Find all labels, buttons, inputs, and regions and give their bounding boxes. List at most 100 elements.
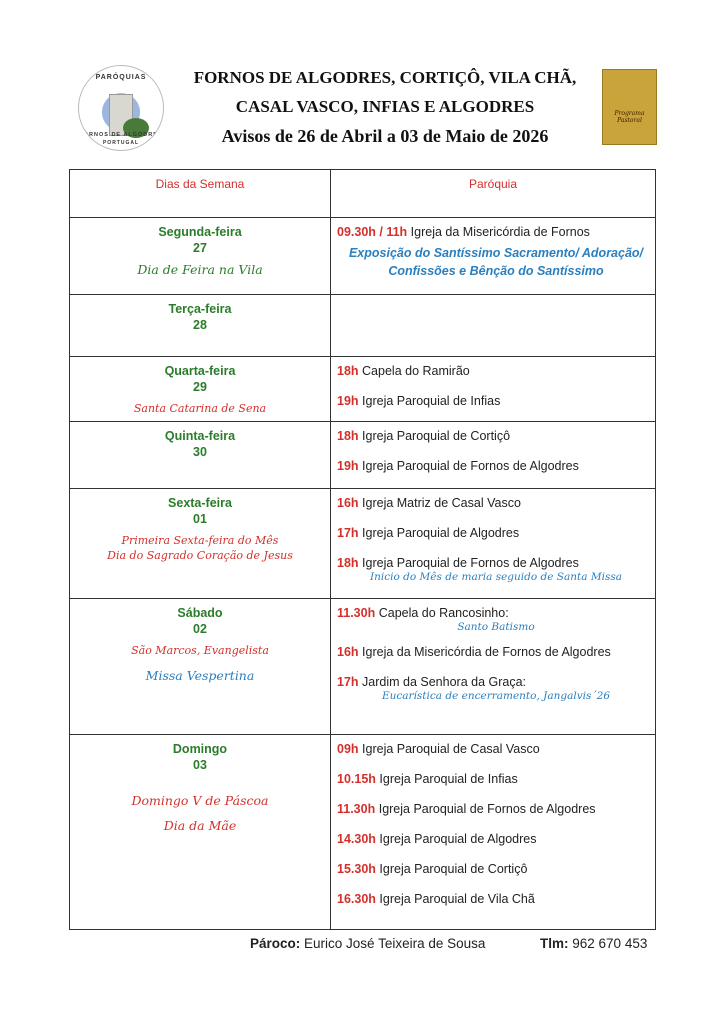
day-cell: Quinta-feira 30	[69, 421, 331, 489]
day-name: Segunda-feira	[158, 225, 242, 239]
priest-label: Pároco:	[250, 936, 301, 951]
schedule-entry: 16h Igreja da Misericórdia de Fornos de …	[337, 644, 655, 660]
entry-place: Igreja Paroquial de Fornos de Algodres	[378, 802, 596, 816]
schedule-entry: 18h Capela do Ramirão	[337, 363, 655, 379]
schedule-entry: 10.15h Igreja Paroquial de Infias	[337, 771, 655, 787]
schedule-entry: 09h Igreja Paroquial de Casal Vasco	[337, 741, 655, 757]
table-header-row: Dias da Semana Paróquia	[69, 169, 656, 218]
day-note: Missa Vespertina	[145, 668, 255, 683]
column-header-parish: Paróquia	[330, 169, 656, 218]
entry-place: Jardim da Senhora da Graça:	[362, 675, 527, 689]
parish-cell	[330, 294, 656, 357]
schedule-entry: 09.30h / 11h Igreja da Misericórdia de F…	[337, 224, 655, 240]
table-row: Quinta-feira 30 18h Igreja Paroquial de Co…	[69, 421, 656, 489]
entry-time: 17h	[337, 675, 359, 689]
title-line-3: Avisos de 26 de Abril a 03 de Maio de 20…	[221, 126, 549, 146]
day-note: Dia do Sagrado Coração de Jesus	[107, 549, 293, 562]
entry-place: Igreja Paroquial de Cortiçô	[379, 862, 528, 876]
entry-place: Igreja Paroquial de Casal Vasco	[362, 742, 540, 756]
tree-image	[123, 118, 149, 138]
entry-time: 10.15h	[337, 772, 376, 786]
parish-cell: 11.30h Capela do Rancosinho: Santo Batism…	[330, 598, 656, 735]
table-row: Sábado 02 São Marcos, Evangelista Missa Ves…	[69, 598, 656, 735]
entry-place: Igreja Paroquial de Cortiçô	[362, 429, 511, 443]
day-name: Quarta-feira	[164, 364, 236, 378]
day-number: 03	[193, 758, 207, 772]
entry-place: Igreja Paroquial de Fornos de Algodres	[362, 459, 579, 473]
entry-note: Eucarística de encerramento, Jangalvis´2…	[381, 690, 611, 702]
schedule-entry: 11.30h Capela do Rancosinho:	[337, 605, 655, 621]
day-cell: Terça-feira 28	[69, 294, 331, 357]
day-note: Primeira Sexta-feira do Mês	[121, 534, 279, 547]
day-number: 01	[193, 512, 207, 526]
table-row: Domingo 03 Domingo V de Páscoa Dia da Mãe 09…	[69, 734, 656, 930]
entry-place: Igreja da Misericórdia de Fornos de Algo…	[362, 645, 611, 659]
day-number: 02	[193, 622, 207, 636]
parish-cell: 18h Capela do Ramirão 19h Igreja Paroquia…	[330, 356, 656, 422]
day-name: Sábado	[177, 606, 223, 620]
entry-time: 18h	[337, 364, 359, 378]
entry-time: 11.30h	[337, 606, 376, 620]
phone-info: Tlm: 962 670 453	[540, 936, 647, 951]
logo-bottom-text: FORNOS DE ALGODRES	[79, 132, 163, 138]
entry-time: 11.30h	[337, 802, 376, 816]
parish-cell: 09.30h / 11h Igreja da Misericórdia de F…	[330, 217, 656, 295]
logo-country-text: PORTUGAL	[102, 140, 140, 146]
schedule-entry: 16h Igreja Matriz de Casal Vasco	[337, 495, 655, 511]
day-number: 30	[193, 445, 207, 459]
entry-place: Igreja Paroquial de Algodres	[362, 526, 520, 540]
day-note: Dia de Feira na Vila	[137, 262, 263, 277]
priest-info: Pároco: Eurico José Teixeira de Sousa	[250, 936, 485, 951]
schedule-entry: 17h Igreja Paroquial de Algodres	[337, 525, 655, 541]
entry-time: 19h	[337, 394, 359, 408]
day-note: São Marcos, Evangelista	[131, 644, 269, 657]
entry-note: Exposição do Santíssimo Sacramento/ Ador…	[348, 246, 644, 278]
entry-time: 14.30h	[337, 832, 376, 846]
pastoral-program-logo: Programa Pastoral	[602, 69, 657, 145]
table-row: Segunda-feira 27 Dia de Feira na Vila 09.30…	[69, 217, 656, 295]
entry-place: Igreja Paroquial de Infias	[362, 394, 501, 408]
day-cell: Sexta-feira 01 Primeira Sexta-feira do Mês…	[69, 488, 331, 599]
priest-name: Eurico José Teixeira de Sousa	[304, 936, 486, 951]
schedule-entry: 14.30h Igreja Paroquial de Algodres	[337, 831, 655, 847]
day-note: Santa Catarina de Sena	[133, 402, 267, 415]
entry-time: 16.30h	[337, 892, 376, 906]
entry-place: Igreja Paroquial de Fornos de Algodres	[362, 556, 579, 570]
entry-note: Santo Batismo	[457, 621, 535, 633]
schedule-table: Dias da Semana Paróquia Segunda-feira 27 D…	[69, 169, 656, 930]
entry-time: 19h	[337, 459, 359, 473]
day-number: 27	[193, 241, 207, 255]
entry-place: Igreja Matriz de Casal Vasco	[362, 496, 521, 510]
parish-logo: PARÓQUIAS FORNOS DE ALGODRES PORTUGAL	[78, 65, 164, 151]
entry-time: 18h	[337, 429, 359, 443]
day-note: Domingo V de Páscoa	[131, 793, 269, 808]
entry-time: 09.30h / 11h	[337, 225, 408, 239]
table-row: Terça-feira 28	[69, 294, 656, 357]
schedule-entry: 18h Igreja Paroquial de Fornos de Algodr…	[337, 555, 655, 571]
day-cell: Domingo 03 Domingo V de Páscoa Dia da Mãe	[69, 734, 331, 930]
entry-place: Igreja Paroquial de Vila Chã	[379, 892, 535, 906]
entry-place: Capela do Ramirão	[362, 364, 470, 378]
entry-place: Igreja Paroquial de Algodres	[379, 832, 537, 846]
entry-place: Igreja Paroquial de Infias	[379, 772, 518, 786]
entry-time: 17h	[337, 526, 359, 540]
day-name: Sexta-feira	[168, 496, 232, 510]
day-cell: Sábado 02 São Marcos, Evangelista Missa Ves…	[69, 598, 331, 735]
schedule-entry: 15.30h Igreja Paroquial de Cortiçô	[337, 861, 655, 877]
entry-note: Inicio do Mês de maria seguido de Santa …	[370, 571, 622, 583]
entry-time: 16h	[337, 496, 359, 510]
day-number: 28	[193, 318, 207, 332]
schedule-entry: 19h Igreja Paroquial de Infias	[337, 393, 655, 409]
column-header-day: Dias da Semana	[69, 169, 331, 218]
parish-cell: 09h Igreja Paroquial de Casal Vasco 10.15…	[330, 734, 656, 930]
church-image	[109, 94, 133, 136]
phone-number: 962 670 453	[572, 936, 648, 951]
entry-place: Igreja da Misericórdia de Fornos	[410, 225, 590, 239]
day-name: Terça-feira	[168, 302, 232, 316]
day-cell: Segunda-feira 27 Dia de Feira na Vila	[69, 217, 331, 295]
logo-top-text: PARÓQUIAS	[95, 74, 147, 81]
day-number: 29	[193, 380, 207, 394]
entry-time: 09h	[337, 742, 359, 756]
parish-cell: 18h Igreja Paroquial de Cortiçô 19h Igrej…	[330, 421, 656, 489]
day-name: Quinta-feira	[164, 429, 236, 443]
